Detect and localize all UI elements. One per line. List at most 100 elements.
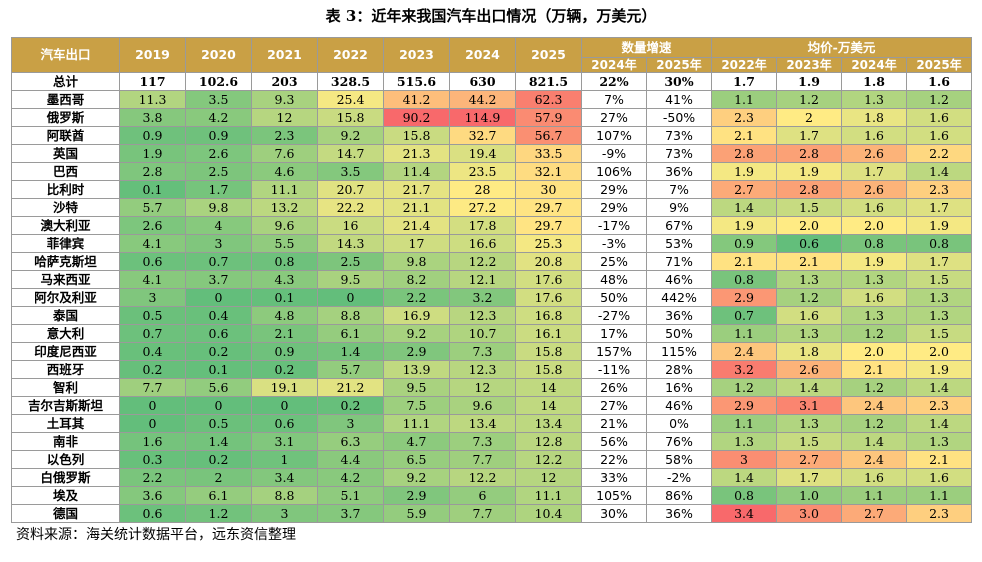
price-cell: 1.6	[841, 288, 908, 307]
volume-cell: 90.2	[383, 108, 450, 127]
growth-cell: 29%	[581, 198, 647, 217]
volume-cell: 2.5	[317, 252, 384, 271]
growth-cell: -2%	[645, 468, 713, 487]
price-cell: 2.6	[841, 180, 908, 199]
volume-cell: 12	[251, 108, 318, 127]
country-name: 比利时	[11, 180, 120, 199]
price-cell: 1.0	[776, 486, 843, 505]
total-volume: 203	[251, 72, 318, 91]
volume-cell: 5.5	[251, 234, 318, 253]
price-cell: 1.9	[841, 252, 908, 271]
volume-cell: 3.1	[251, 432, 318, 451]
price-cell: 1.7	[906, 252, 973, 271]
volume-cell: 5.7	[119, 198, 186, 217]
volume-cell: 8.8	[317, 306, 384, 325]
country-name: 阿尔及利亚	[11, 288, 120, 307]
volume-cell: 12.3	[449, 360, 516, 379]
price-cell: 2.0	[776, 216, 843, 235]
country-name: 意大利	[11, 324, 120, 343]
growth-cell: 25%	[581, 252, 647, 271]
volume-cell: 0.1	[185, 360, 252, 379]
price-cell: 1.5	[906, 270, 973, 289]
growth-cell: 157%	[581, 342, 647, 361]
volume-cell: 17.8	[449, 216, 516, 235]
volume-cell: 12.8	[515, 432, 582, 451]
header-category: 汽车出口	[11, 37, 120, 73]
volume-cell: 4.1	[119, 270, 186, 289]
volume-cell: 114.9	[449, 108, 516, 127]
volume-cell: 0.3	[119, 450, 186, 469]
price-cell: 2.9	[711, 396, 778, 415]
price-cell: 2.1	[711, 252, 778, 271]
total-growth: 30%	[645, 72, 713, 91]
price-cell: 3	[711, 450, 778, 469]
price-cell: 2.7	[711, 180, 778, 199]
growth-cell: -27%	[581, 306, 647, 325]
table-row: 智利 7.7 5.6 19.1 21.2 9.5 12 14 26% 16% 1.2 1.4 1.2 1.…	[11, 378, 973, 397]
volume-cell: 9.6	[449, 396, 516, 415]
volume-cell: 1.4	[185, 432, 252, 451]
price-cell: 1.2	[841, 324, 908, 343]
volume-cell: 3.4	[251, 468, 318, 487]
price-cell: 1.7	[841, 162, 908, 181]
volume-cell: 7.6	[251, 144, 318, 163]
growth-cell: 27%	[581, 108, 647, 127]
header-growth-year: 2025年	[645, 57, 713, 73]
price-cell: 1.9	[776, 162, 843, 181]
country-name: 巴西	[11, 162, 120, 181]
volume-cell: 0.6	[251, 414, 318, 433]
price-cell: 1.4	[841, 432, 908, 451]
country-name: 智利	[11, 378, 120, 397]
price-cell: 1.9	[711, 216, 778, 235]
volume-cell: 0	[119, 414, 186, 433]
price-cell: 1.1	[841, 486, 908, 505]
volume-cell: 6.1	[317, 324, 384, 343]
volume-cell: 0.7	[119, 324, 186, 343]
volume-cell: 15.8	[317, 108, 384, 127]
price-cell: 1.3	[841, 90, 908, 109]
growth-cell: -3%	[581, 234, 647, 253]
country-name: 以色列	[11, 450, 120, 469]
volume-cell: 15.8	[383, 126, 450, 145]
growth-cell: 73%	[645, 144, 713, 163]
header-price-group: 均价-万美元	[711, 37, 973, 58]
volume-cell: 3.5	[185, 90, 252, 109]
volume-cell: 3.5	[317, 162, 384, 181]
volume-cell: 16.9	[383, 306, 450, 325]
volume-cell: 6.3	[317, 432, 384, 451]
volume-cell: 7.3	[449, 342, 516, 361]
header-year: 2025	[515, 37, 582, 73]
price-cell: 0.8	[906, 234, 973, 253]
table-row: 西班牙 0.2 0.1 0.2 5.7 13.9 12.3 15.8 -11% 28% 3.2 2.6…	[11, 360, 973, 379]
price-cell: 2.1	[776, 252, 843, 271]
volume-cell: 0.9	[185, 126, 252, 145]
volume-cell: 21.1	[383, 198, 450, 217]
volume-cell: 12.2	[515, 450, 582, 469]
table-row: 吉尔吉斯斯坦 0 0 0 0.2 7.5 9.6 14 27% 46% 2.9 3.1 2.4 2.3	[11, 396, 973, 415]
price-cell: 1.9	[711, 162, 778, 181]
volume-cell: 0.6	[119, 252, 186, 271]
price-cell: 1.4	[711, 468, 778, 487]
volume-cell: 4.2	[185, 108, 252, 127]
volume-cell: 57.9	[515, 108, 582, 127]
growth-cell: 7%	[581, 90, 647, 109]
volume-cell: 16.6	[449, 234, 516, 253]
price-cell: 1.1	[906, 486, 973, 505]
volume-cell: 21.2	[317, 378, 384, 397]
country-name: 哈萨克斯坦	[11, 252, 120, 271]
price-cell: 1.2	[841, 378, 908, 397]
volume-cell: 0	[317, 288, 384, 307]
price-cell: 2.7	[776, 450, 843, 469]
volume-cell: 0.4	[119, 342, 186, 361]
total-volume: 117	[119, 72, 186, 91]
growth-cell: 22%	[581, 450, 647, 469]
growth-cell: 29%	[581, 180, 647, 199]
table-row: 巴西 2.8 2.5 4.6 3.5 11.4 23.5 32.1 106% 36% 1.9 1.9 1…	[11, 162, 973, 181]
volume-cell: 13.9	[383, 360, 450, 379]
price-cell: 1.6	[906, 108, 973, 127]
price-cell: 2.1	[711, 126, 778, 145]
volume-cell: 0.7	[185, 252, 252, 271]
volume-cell: 4.1	[119, 234, 186, 253]
growth-cell: 106%	[581, 162, 647, 181]
volume-cell: 62.3	[515, 90, 582, 109]
